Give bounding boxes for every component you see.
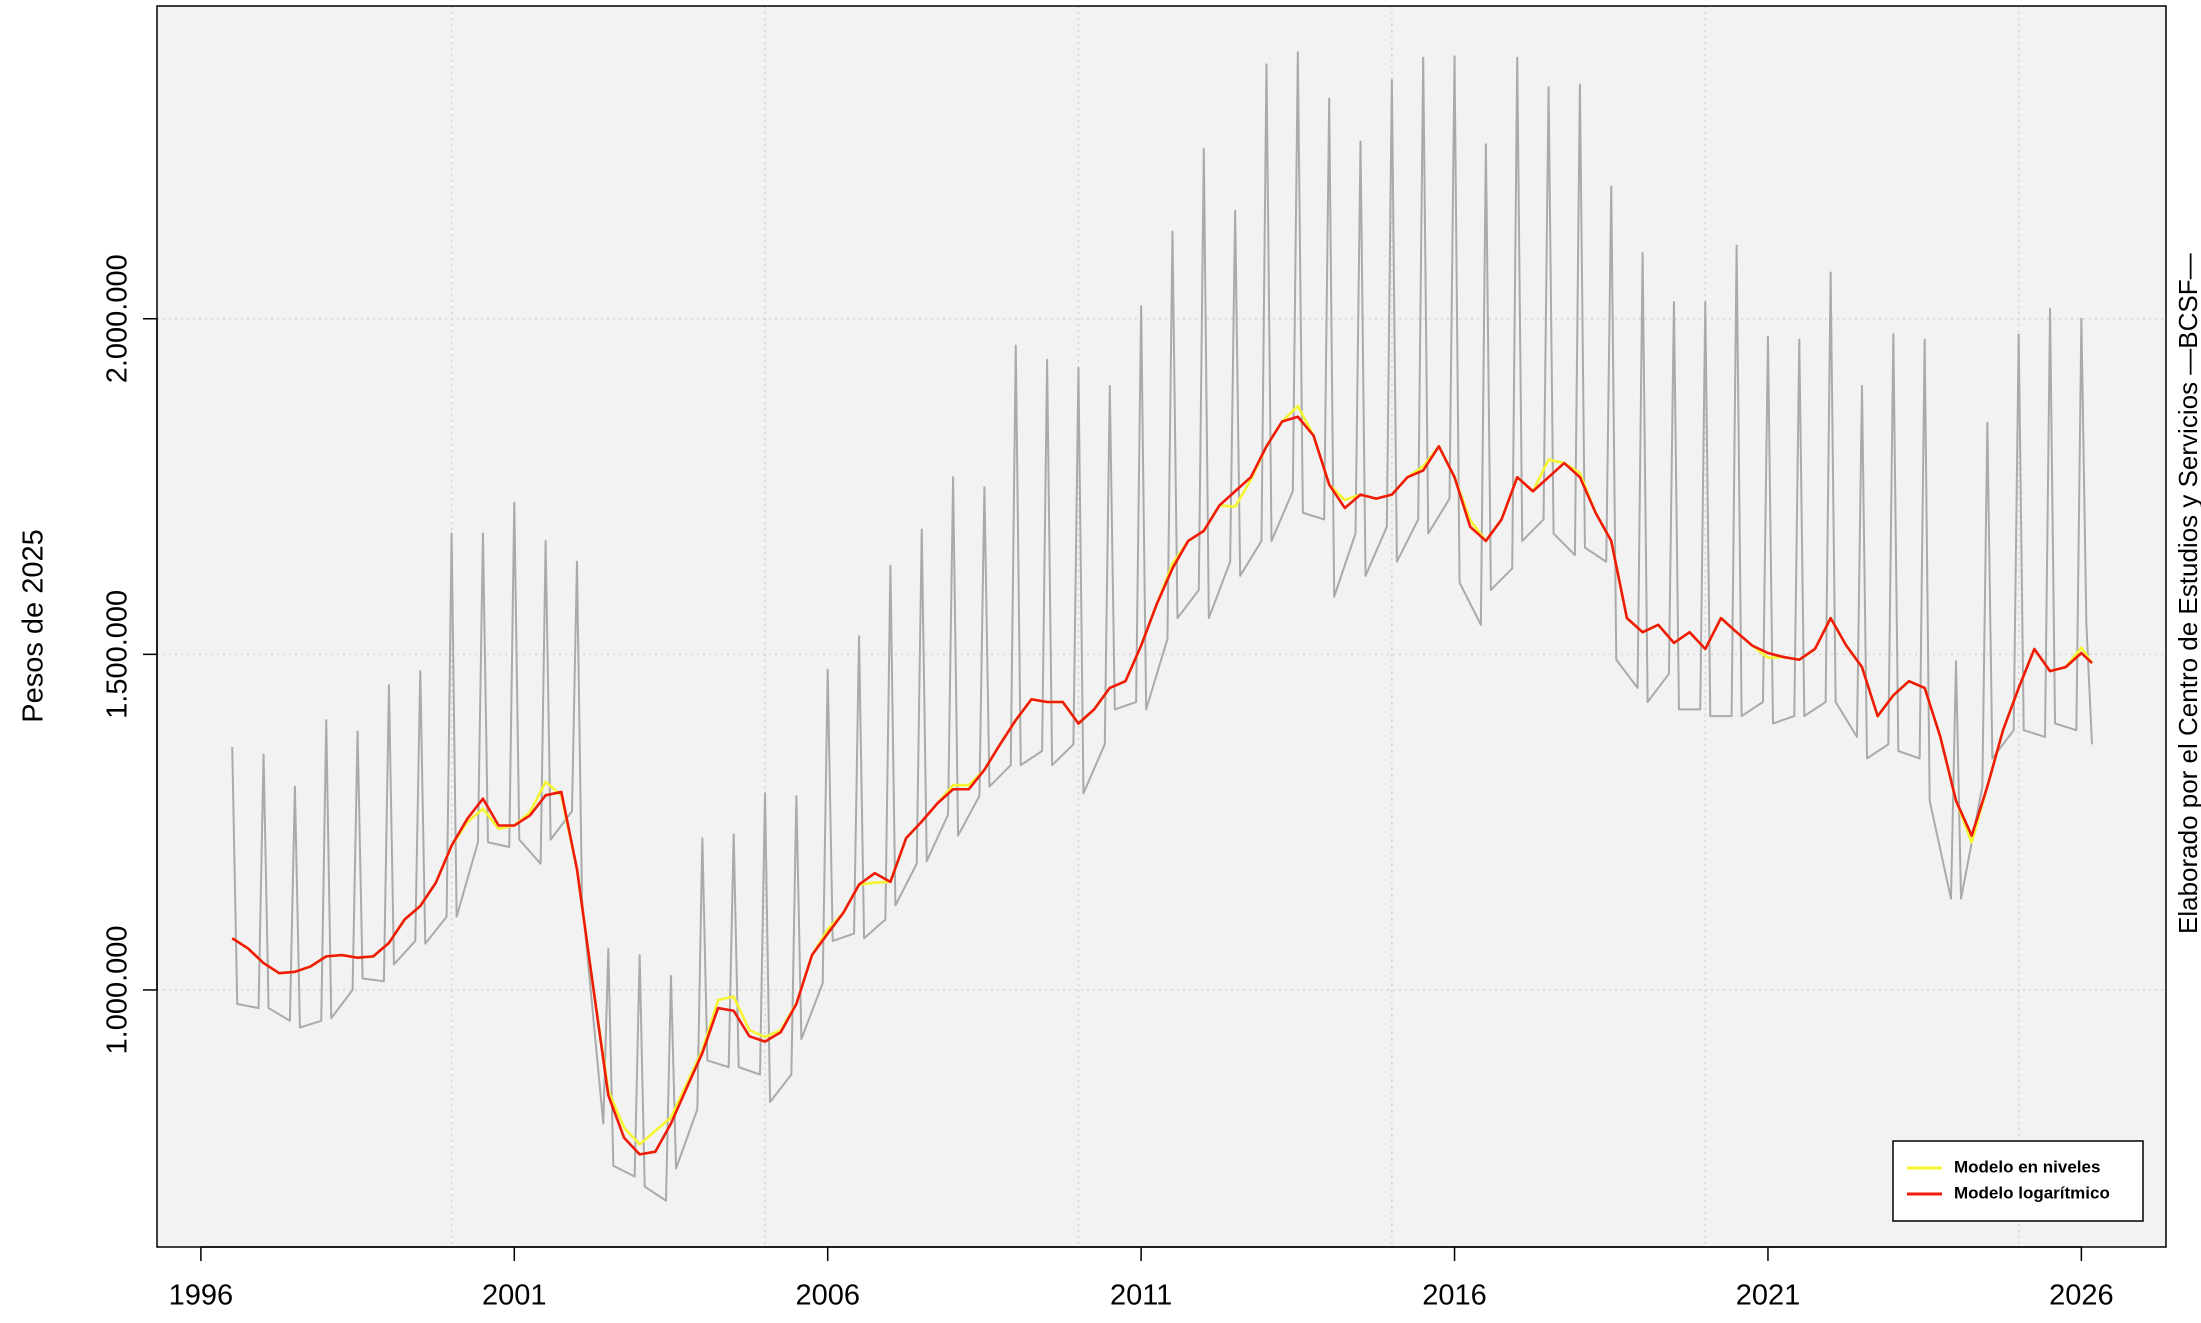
series-line <box>231 415 2093 1156</box>
source-note: Elaborado por el Centro de Estudios y Se… <box>2173 253 2201 934</box>
raw-series-line <box>231 51 2094 1202</box>
y-tick-label: 1.500.000 <box>102 590 134 719</box>
x-tick-label: 2016 <box>1422 1280 1487 1312</box>
x-tick-label: 2011 <box>1110 1280 1172 1312</box>
x-tick-label: 2006 <box>795 1280 860 1312</box>
y-tick-label: 1.000.000 <box>102 925 134 1054</box>
legend-label: Modelo logarítmico <box>1954 1183 2110 1202</box>
y-axis-title: Pesos de 2025 <box>18 529 50 722</box>
x-tick-label: 2001 <box>482 1280 547 1312</box>
plot-background <box>157 6 2166 1247</box>
x-tick-label: 2026 <box>2049 1280 2114 1312</box>
x-tick-label: 2021 <box>1736 1280 1801 1312</box>
legend-box <box>1892 1140 2144 1222</box>
y-tick-label: 2.000.000 <box>102 254 134 383</box>
x-tick-label: 1996 <box>169 1280 234 1312</box>
legend-label: Modelo en niveles <box>1954 1157 2100 1176</box>
